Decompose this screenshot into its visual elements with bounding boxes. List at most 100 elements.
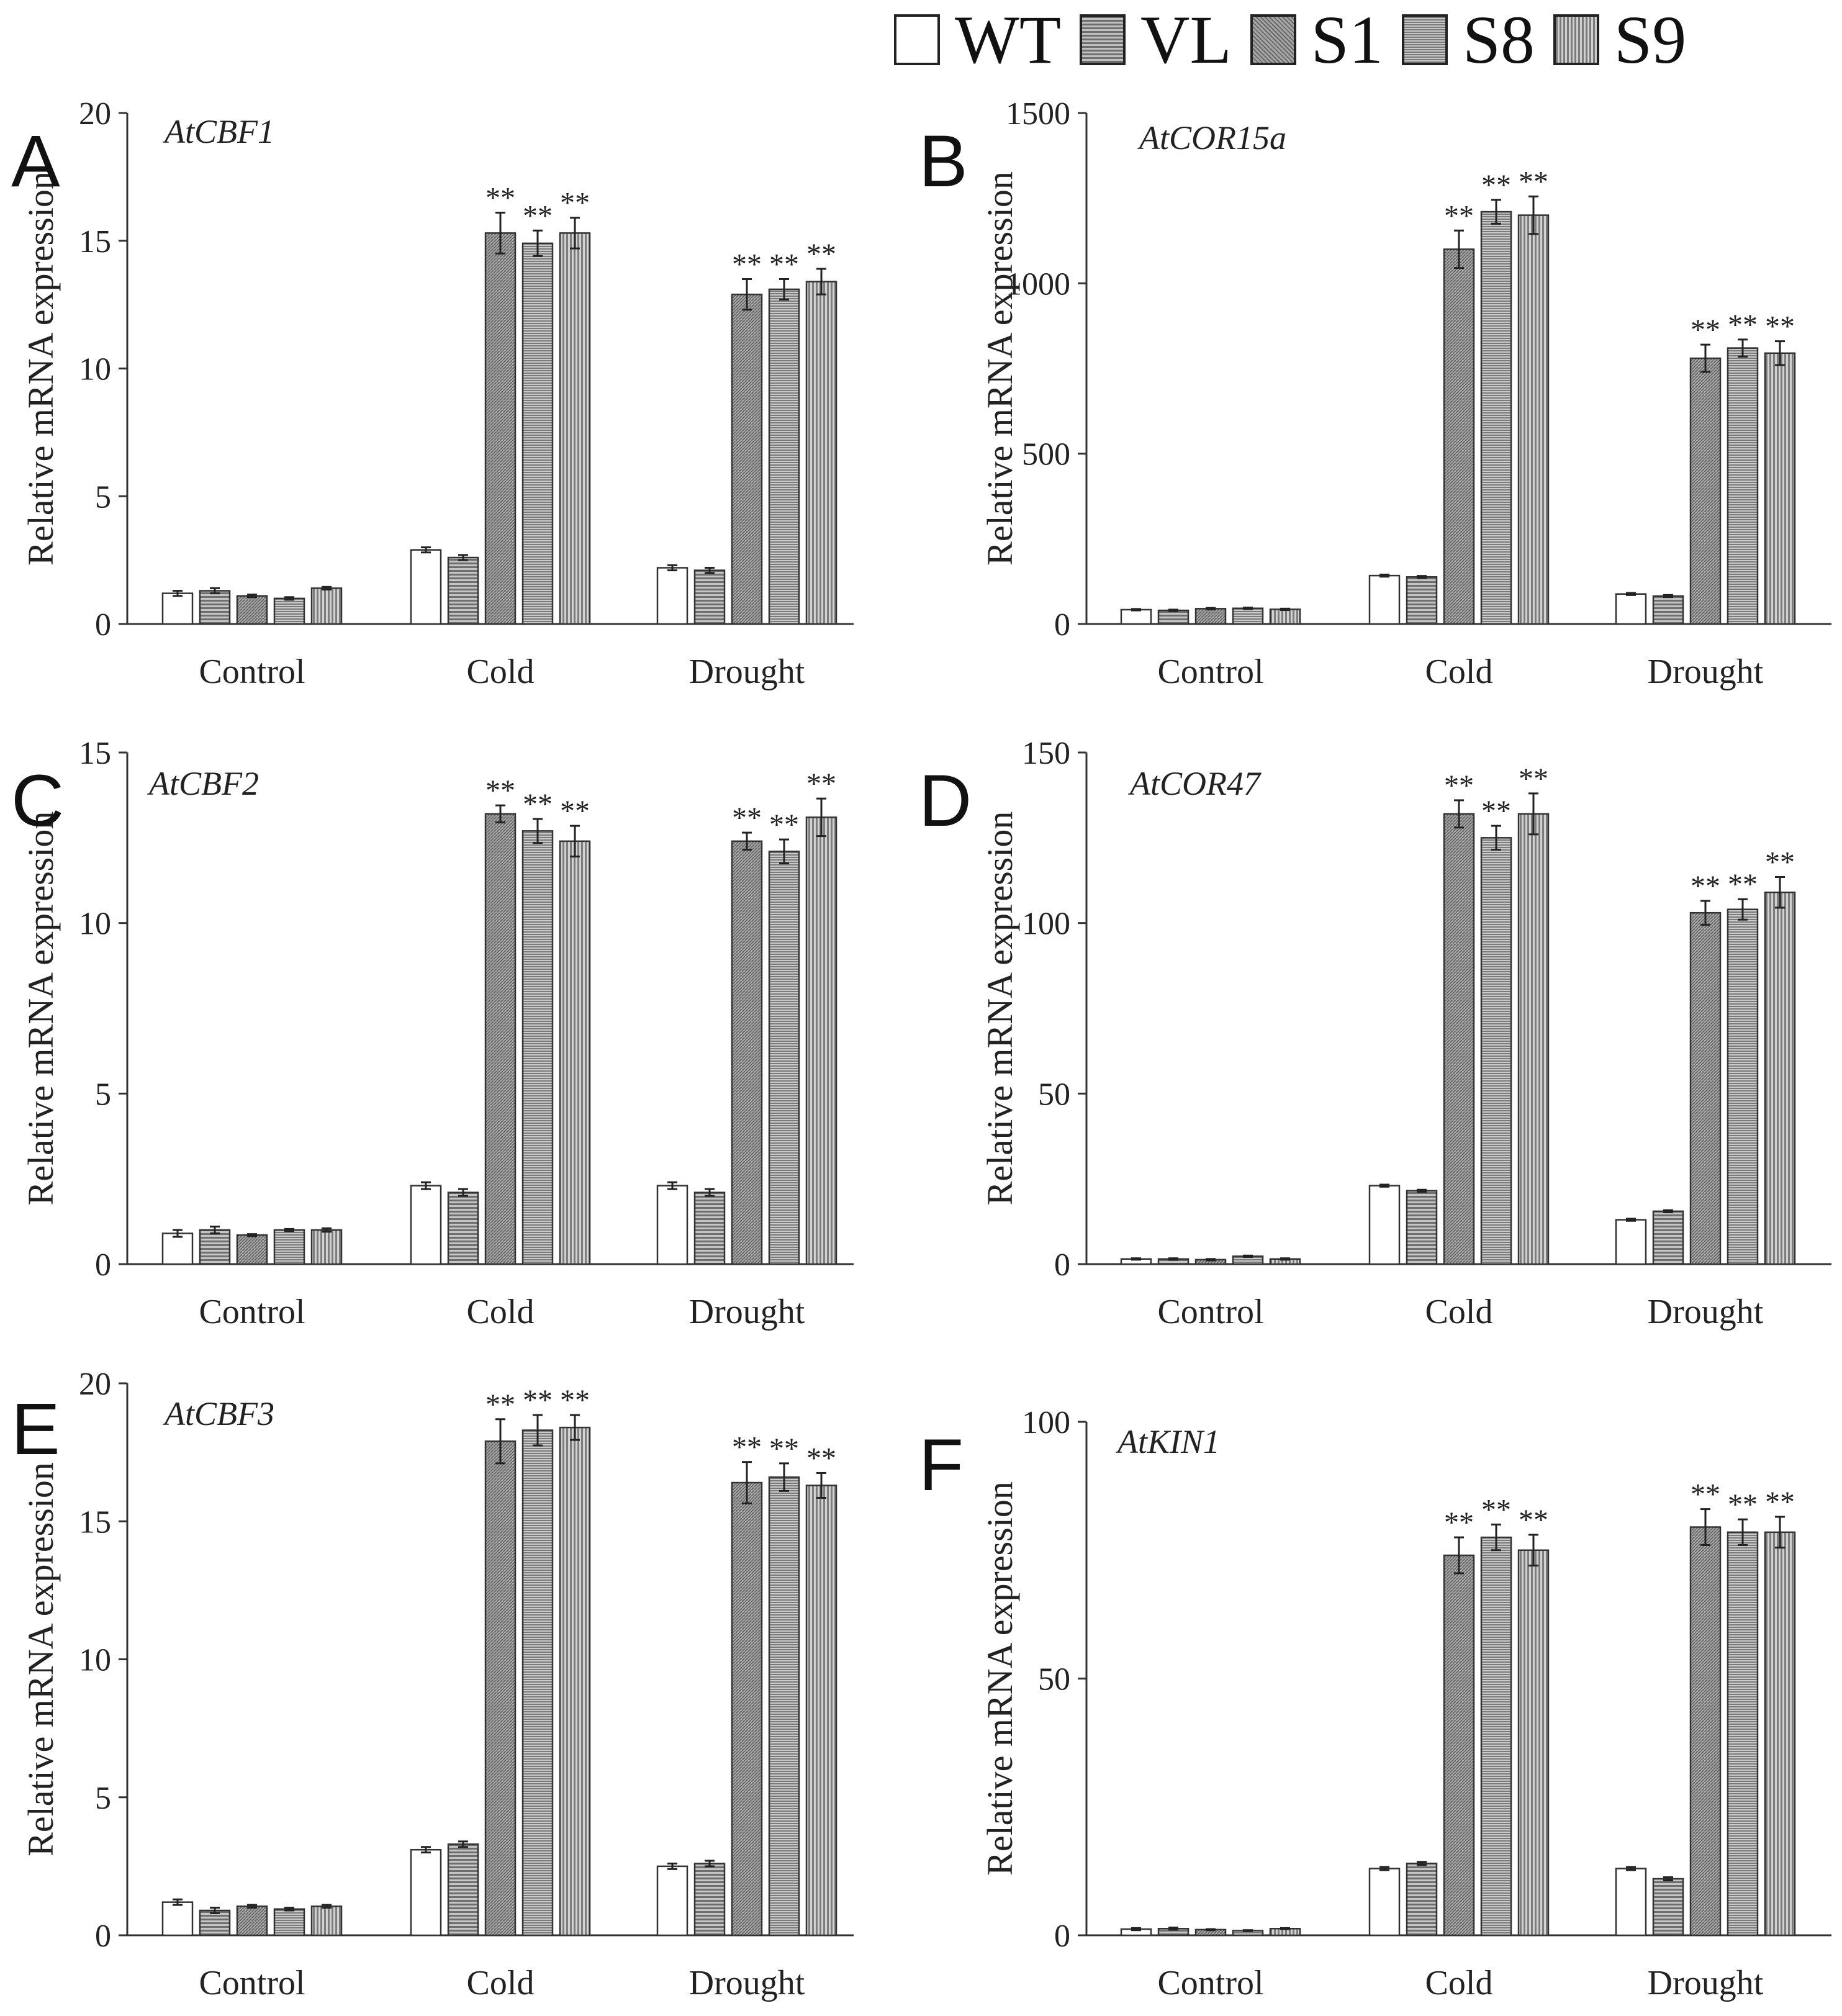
bar (310, 1905, 343, 1937)
bar (1269, 608, 1301, 625)
y-tick-label: 1000 (1006, 266, 1070, 302)
bar (656, 1185, 688, 1265)
significance-marker: ** (485, 181, 515, 214)
bar (559, 1426, 591, 1937)
bar (521, 242, 554, 625)
bar (1764, 1531, 1796, 1937)
legend-item-s9: S9 (1553, 6, 1686, 74)
y-tick-label: 0 (1054, 1247, 1070, 1283)
bar (1368, 574, 1401, 625)
bar (1443, 248, 1475, 625)
x-category-label: Cold (467, 1293, 535, 1331)
x-category-label: Control (199, 1293, 305, 1331)
y-tick-label: 10 (79, 352, 111, 387)
x-category-label: Control (1157, 1964, 1263, 2002)
bar (731, 293, 763, 625)
significance-marker: ** (1765, 846, 1795, 879)
legend-swatch-wt (894, 14, 940, 65)
x-category-label: Drought (1648, 1293, 1764, 1331)
significance-marker: ** (732, 1431, 762, 1464)
y-tick-label: 5 (95, 1077, 111, 1112)
y-tick-label: 500 (1022, 437, 1070, 472)
x-category-label: Cold (1425, 653, 1493, 691)
bar (1689, 911, 1722, 1265)
bar (161, 1232, 194, 1265)
y-tick-label: 5 (95, 1781, 111, 1816)
bar (805, 816, 837, 1265)
bar (236, 595, 268, 625)
bar (310, 587, 343, 625)
y-tick-label: 10 (79, 906, 111, 942)
bar (1157, 609, 1190, 625)
bar (484, 813, 517, 1265)
bar (805, 1485, 837, 1937)
panel-title: AtCOR15a (1137, 119, 1286, 156)
bar (731, 840, 763, 1265)
y-tick-label: 100 (1022, 1405, 1070, 1440)
significance-marker: ** (806, 767, 836, 800)
significance-marker: ** (1765, 310, 1795, 343)
y-tick-label: 50 (1038, 1077, 1070, 1112)
panel-title: AtCBF1 (163, 113, 274, 150)
y-tick-label: 15 (79, 224, 111, 260)
bar (1652, 1210, 1684, 1265)
y-axis-label: Relative mRNA expression (20, 811, 61, 1206)
bar (310, 1229, 343, 1265)
y-tick-label: 150 (1022, 736, 1070, 771)
significance-marker: ** (485, 774, 515, 807)
bar (273, 597, 305, 625)
y-axis-label: Relative mRNA expression (20, 171, 61, 566)
x-category-label: Cold (1425, 1293, 1493, 1331)
x-category-label: Drought (689, 1293, 805, 1331)
significance-marker: ** (769, 248, 799, 281)
bar (559, 232, 591, 625)
bar (161, 1901, 194, 1937)
panel-letter: C (11, 760, 64, 842)
legend-swatch-vl (1080, 14, 1126, 65)
bar (1120, 608, 1152, 625)
bar (731, 1481, 763, 1937)
x-category-label: Control (199, 653, 305, 691)
legend-label-s9: S9 (1614, 2, 1687, 78)
bar (1615, 593, 1647, 625)
x-category-label: Cold (1425, 1964, 1493, 2002)
significance-marker: ** (806, 238, 836, 271)
bar (1764, 891, 1796, 1265)
bar (1764, 352, 1796, 625)
significance-marker: ** (1444, 1506, 1474, 1539)
legend-item-vl: VL (1080, 6, 1232, 74)
bar (199, 590, 231, 625)
bar (1443, 1554, 1475, 1937)
y-axis-label: Relative mRNA expression (20, 1462, 61, 1856)
y-tick-label: 20 (79, 1367, 111, 1402)
panel-letter: E (11, 1388, 60, 1470)
bar (1517, 813, 1550, 1265)
bar (410, 1848, 442, 1937)
bar (1615, 1868, 1647, 1937)
bar (1406, 576, 1438, 625)
legend-label-vl: VL (1140, 2, 1232, 78)
bar (1727, 347, 1759, 625)
x-category-label: Drought (1648, 653, 1764, 691)
panel-title: AtKIN1 (1116, 1423, 1220, 1460)
y-tick-label: 0 (1054, 1919, 1070, 1954)
bar (447, 1843, 479, 1937)
bar (236, 1905, 268, 1937)
bar (1480, 1536, 1512, 1937)
bar (693, 569, 726, 625)
legend-label-s8: S8 (1462, 2, 1535, 78)
significance-marker: ** (769, 808, 799, 841)
panel-title: AtCOR47 (1128, 765, 1262, 802)
y-tick-label: 50 (1038, 1662, 1070, 1697)
bar (1406, 1190, 1438, 1265)
legend-swatch-s9 (1553, 14, 1600, 65)
y-tick-label: 20 (79, 96, 111, 132)
bar (1689, 357, 1722, 625)
bar (1727, 1531, 1759, 1937)
bar (1406, 1862, 1438, 1937)
significance-marker: ** (806, 1442, 836, 1475)
y-tick-label: 15 (79, 1504, 111, 1540)
significance-marker: ** (1691, 1478, 1720, 1511)
